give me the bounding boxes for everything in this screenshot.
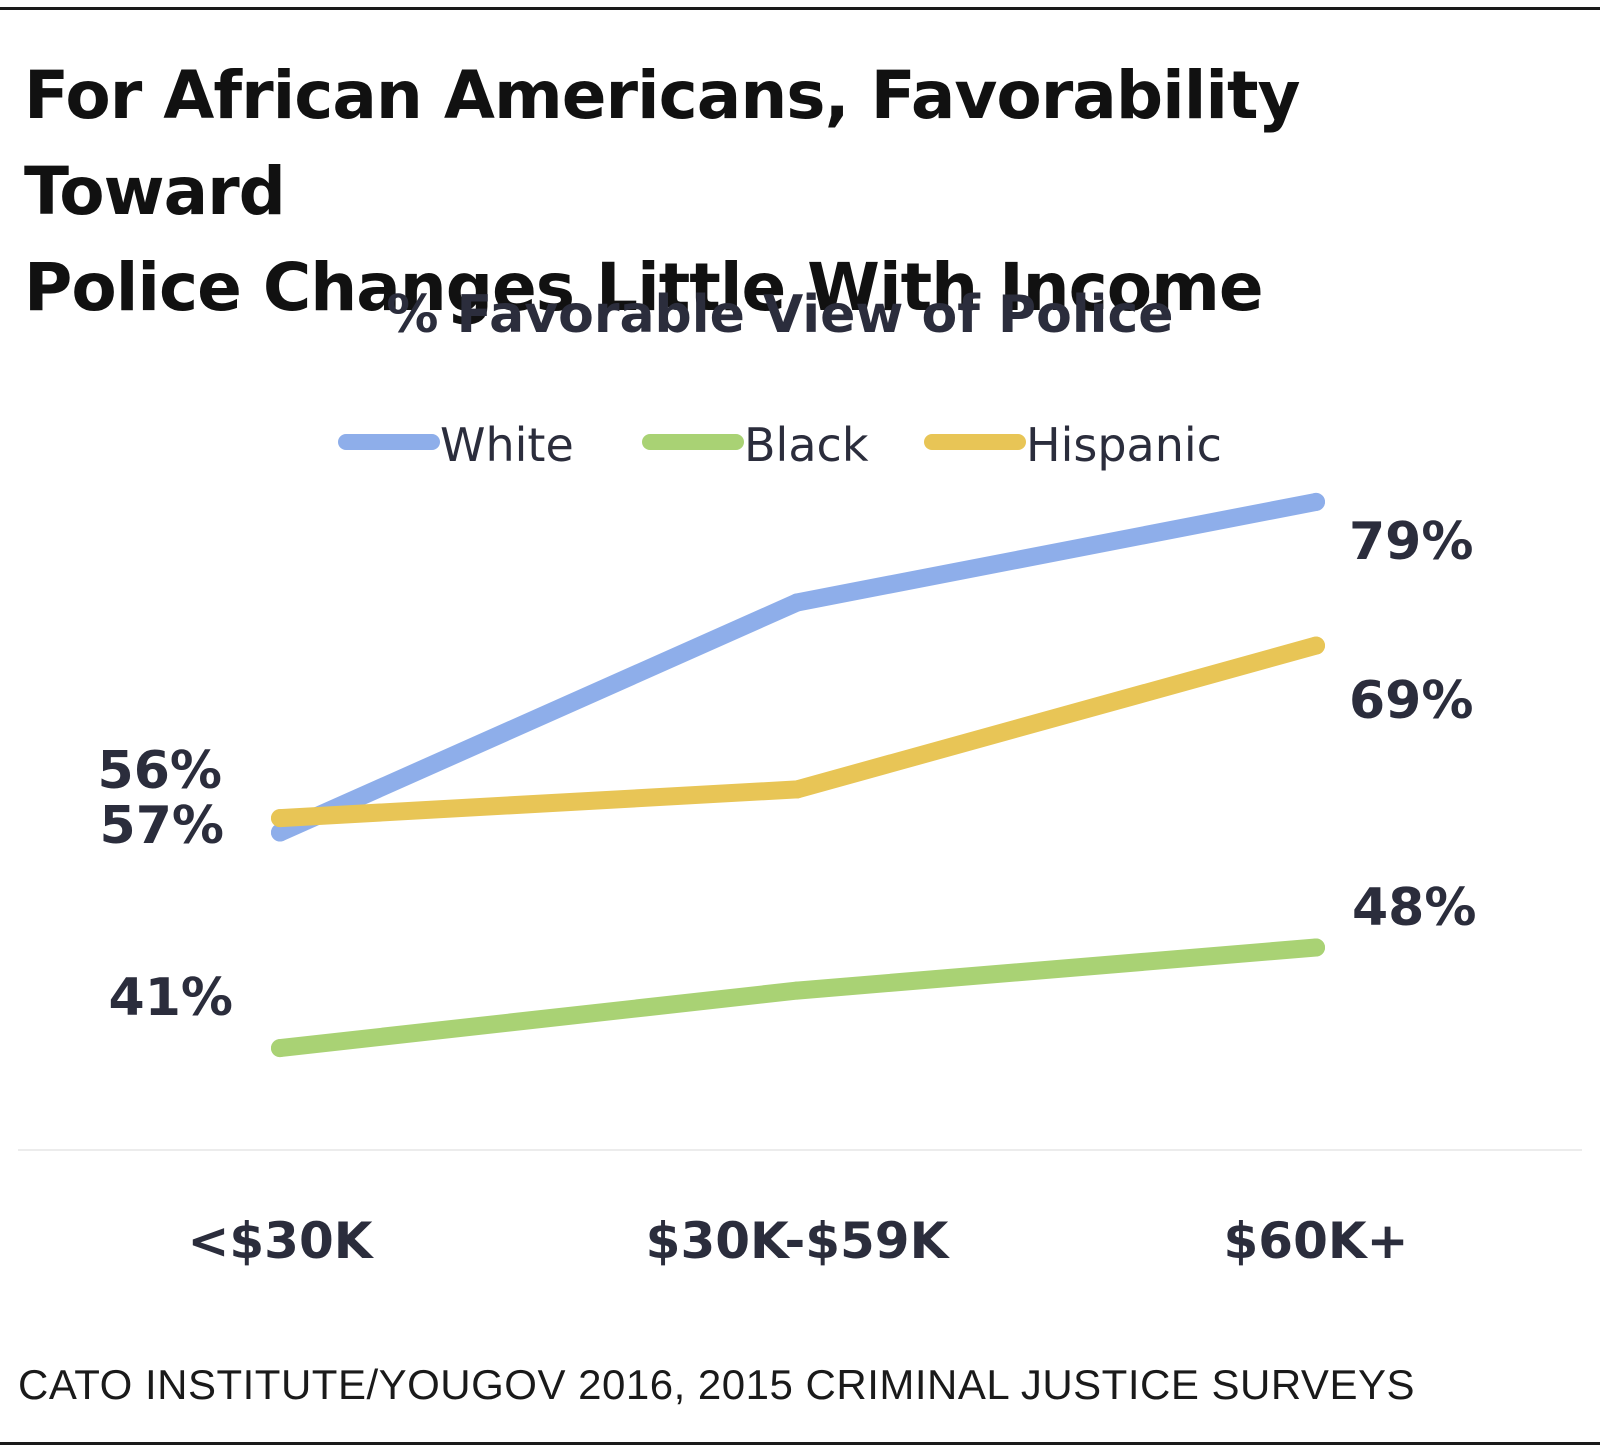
top-rule (0, 7, 1600, 10)
page-title: For African Americans, Favorability Towa… (24, 48, 1564, 336)
legend: White Black Hispanic (338, 418, 1222, 472)
data-point-white-0 (271, 823, 289, 842)
data-point-black-1 (788, 981, 806, 1000)
data-point-hispanic-2 (1307, 636, 1325, 655)
legend-item-black: Black (642, 418, 869, 472)
legend-item-white: White (338, 418, 574, 472)
x-tick-label-30k-59k: $30K-$59K (646, 1212, 951, 1270)
legend-label-hispanic: Hispanic (1026, 418, 1222, 472)
x-axis-ticks: <$30K $30K-$59K $60K+ (187, 1212, 1408, 1270)
source-note: CATO INSTITUTE/YOUGOV 2016, 2015 CRIMINA… (18, 1361, 1415, 1408)
x-tick-label-under-30k: <$30K (187, 1212, 374, 1270)
legend-label-white: White (440, 418, 574, 472)
data-point-white-1 (788, 593, 806, 612)
data-point-hispanic-1 (788, 780, 806, 799)
title-line-2: Police Changes Little With Income (24, 249, 1264, 326)
data-label-hispanic-under-30k: 57% (100, 796, 224, 856)
x-tick-label-60k-plus: $60K+ (1223, 1212, 1408, 1270)
data-point-white-2 (1307, 492, 1325, 511)
data-label-hispanic-60k-plus: 69% (1349, 671, 1473, 731)
data-label-black-under-30k: 41% (109, 968, 233, 1028)
data-label-white-60k-plus: 79% (1349, 512, 1473, 572)
data-labels: 56% 79% 57% 69% 41% 48% (98, 512, 1477, 1028)
chart-subtitle: % Favorable View of Police (386, 285, 1173, 345)
data-label-white-under-30k: 56% (98, 741, 222, 801)
plot-area (271, 492, 1325, 1058)
data-point-hispanic-0 (271, 809, 289, 828)
data-point-black-2 (1307, 938, 1325, 957)
data-label-black-60k-plus: 48% (1352, 878, 1476, 938)
legend-label-black: Black (744, 418, 869, 472)
bottom-rule (0, 1442, 1600, 1445)
data-point-black-0 (271, 1039, 289, 1058)
title-line-1: For African Americans, Favorability Towa… (24, 57, 1301, 230)
legend-item-hispanic: Hispanic (924, 418, 1222, 472)
